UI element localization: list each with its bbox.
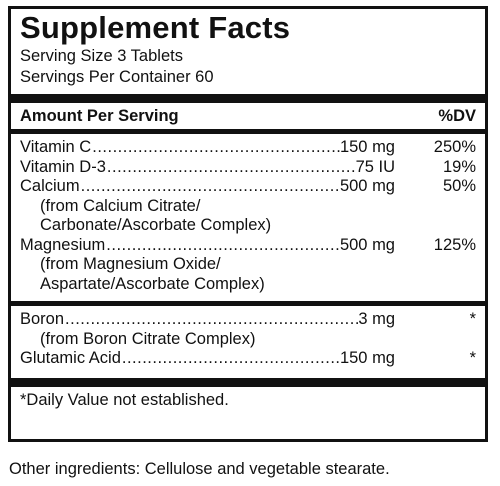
dot-leader (106, 158, 356, 178)
nutrient-row: Magnesium 500 mg 125% (20, 236, 476, 256)
thick-divider (11, 94, 485, 103)
nutrient-amount: 150 mg (339, 349, 395, 367)
serving-size: Serving Size 3 Tablets (20, 47, 183, 65)
nutrient-group-other: Boron 3 mg * (from Boron Citrate Complex)Gl… (20, 306, 476, 378)
dot-leader (105, 236, 340, 256)
dot-leader (91, 138, 340, 158)
dv-heading: %DV (438, 107, 476, 125)
servings-per-container: Servings Per Container 60 (20, 68, 214, 86)
nutrient-amount: 150 mg (339, 138, 395, 156)
other-ingredients: Other ingredients: Cellulose and vegetab… (9, 460, 390, 478)
nutrient-name: Boron (20, 310, 65, 328)
nutrient-dv: * (469, 349, 476, 367)
nutrient-dv: 250% (433, 138, 476, 156)
nutrient-name: Vitamin C (20, 138, 92, 156)
amount-per-serving-heading: Amount Per Serving (20, 107, 179, 125)
medium-divider (11, 301, 485, 306)
panel-title: Supplement Facts (20, 10, 291, 45)
nutrient-dv: * (469, 310, 476, 328)
nutrient-name: Calcium (20, 177, 80, 195)
nutrient-row: Vitamin D-3 75 IU 19% (20, 158, 476, 178)
nutrient-dv: 19% (442, 157, 476, 176)
nutrient-source-note: (from Magnesium Oxide/ (40, 255, 221, 273)
thick-divider (11, 377, 485, 387)
nutrient-row: Vitamin C 150 mg 250% (20, 138, 476, 158)
nutrient-dv: 50% (442, 177, 476, 195)
nutrient-name: Magnesium (20, 235, 106, 254)
supplement-facts-panel: Supplement Facts Serving Size 3 Tablets … (8, 6, 488, 442)
nutrient-source-note: (from Boron Citrate Complex) (40, 329, 256, 348)
medium-divider (11, 129, 485, 134)
nutrient-name: Glutamic Acid (20, 349, 121, 367)
nutrient-amount: 500 mg (339, 177, 395, 195)
nutrient-source-note: (from Calcium Citrate/ (40, 196, 201, 215)
nutrient-dv: 125% (433, 235, 476, 254)
nutrient-source-note: Aspartate/Ascorbate Complex) (40, 274, 265, 293)
dot-leader (80, 177, 340, 197)
nutrient-row: Calcium 500 mg 50% (20, 177, 476, 197)
nutrient-amount: 3 mg (358, 310, 395, 328)
daily-value-footnote: *Daily Value not established. (20, 390, 229, 409)
nutrient-name: Vitamin D-3 (20, 157, 106, 176)
dot-leader (121, 349, 340, 369)
nutrient-row: Glutamic Acid 150 mg * (20, 349, 476, 369)
nutrient-amount: 75 IU (355, 157, 395, 176)
nutrient-row: Boron 3 mg * (20, 310, 476, 330)
amount-header-row: Amount Per Serving %DV (20, 103, 476, 129)
nutrient-amount: 500 mg (339, 235, 395, 254)
nutrient-source-note: Carbonate/Ascorbate Complex) (40, 216, 272, 234)
dot-leader (64, 310, 358, 330)
